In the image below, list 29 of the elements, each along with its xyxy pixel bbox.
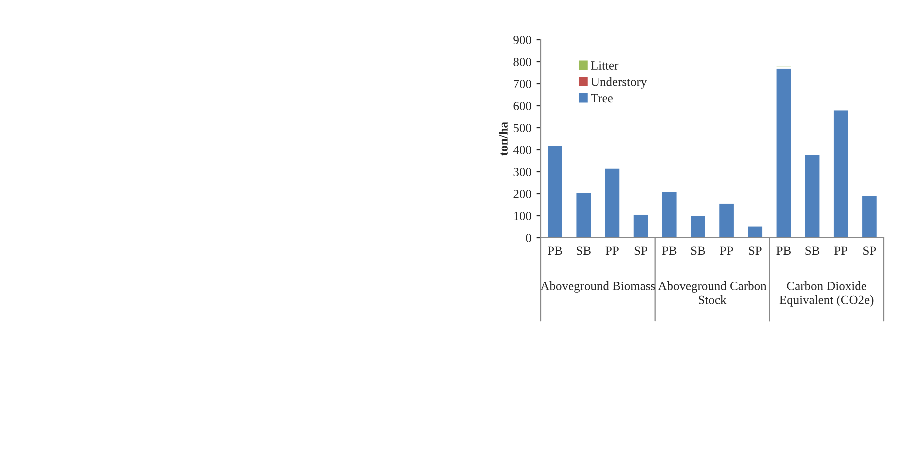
x-tick-label: SP xyxy=(634,246,648,256)
y-tick-label: 700 xyxy=(514,80,532,88)
x-tick-label: SB xyxy=(806,246,820,256)
y-tick-label: 0 xyxy=(526,234,532,242)
x-tick-label: SP xyxy=(749,246,762,256)
y-tick-label: 200 xyxy=(514,190,532,198)
y-tick-label: 900 xyxy=(514,36,532,44)
y-tick-label: 600 xyxy=(514,102,532,110)
x-tick-label: PP xyxy=(606,246,619,256)
y-axis-title: ton/ha xyxy=(499,122,508,156)
x-tick-label: PP xyxy=(720,246,734,256)
y-tick-label: 800 xyxy=(514,58,532,66)
y-tick-label: 500 xyxy=(514,124,532,132)
y-tick-label: 400 xyxy=(513,146,532,154)
text: Carbon Dioxide Equivalent (CO2e) xyxy=(780,282,874,307)
x-tick-label: PP xyxy=(834,246,848,256)
x-tick-label: PB xyxy=(662,246,677,256)
text: Aboveground Carbon Stock xyxy=(658,282,767,304)
legend-label: Litter xyxy=(591,62,619,70)
x-tick-label: SP xyxy=(864,246,876,256)
text: Aboveground Biomass xyxy=(540,282,656,293)
x-tick-label: PB xyxy=(548,246,562,256)
legend-label: Understory xyxy=(591,77,648,89)
y-tick-label: 300 xyxy=(514,168,532,176)
legend-label: Tree xyxy=(591,94,613,103)
x-tick-label: SB xyxy=(691,246,706,256)
x-tick-label: SB xyxy=(577,246,591,256)
y-tick-label: 100 xyxy=(514,212,532,220)
x-tick-label: PB xyxy=(776,246,791,256)
